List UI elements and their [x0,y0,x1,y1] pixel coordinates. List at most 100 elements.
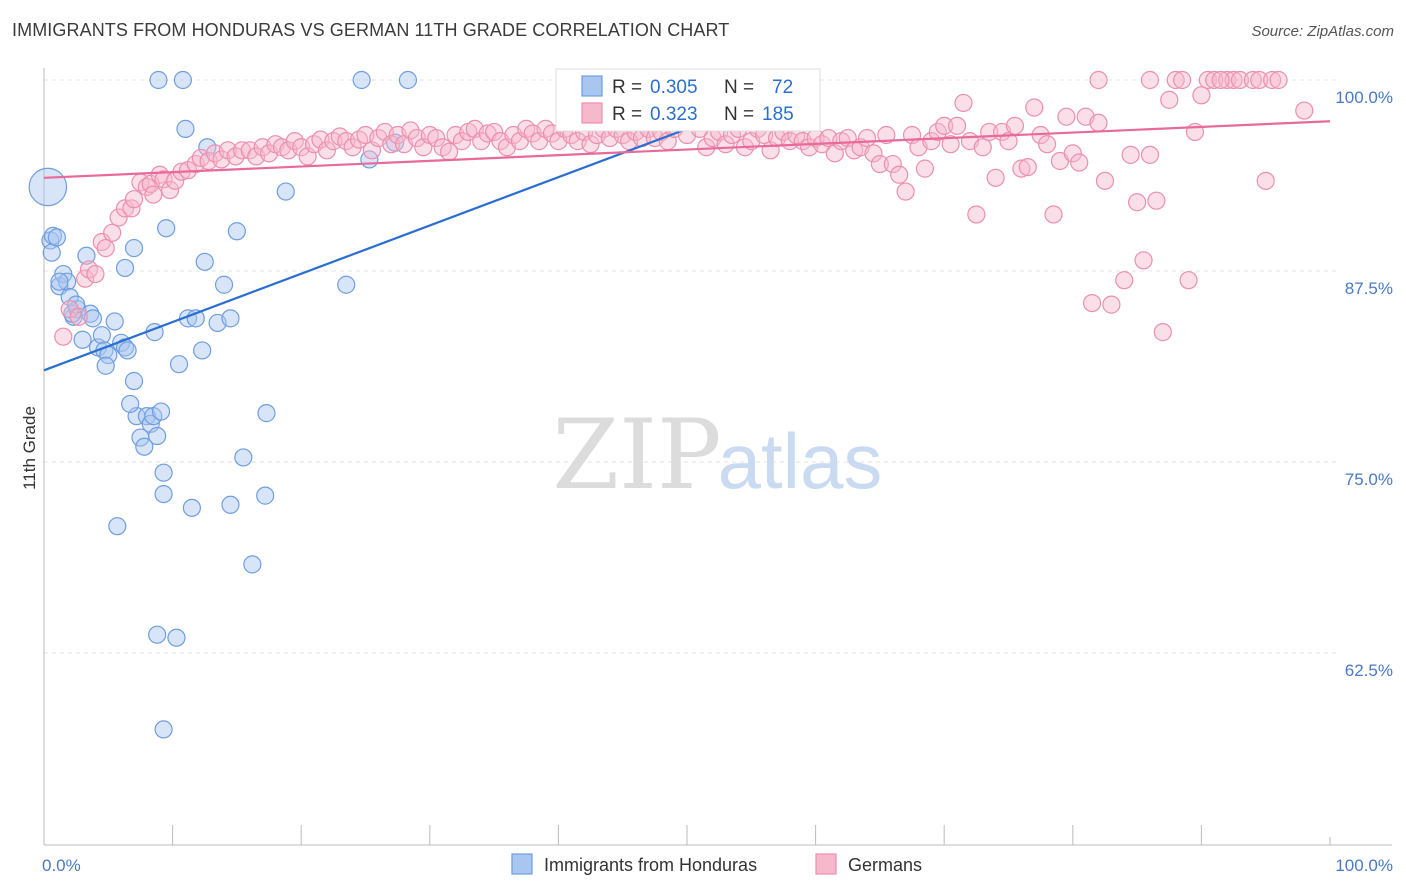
germans-point-139 [947,116,967,135]
germans-point-158 [1070,153,1089,172]
germans-point-160 [1082,293,1102,313]
germans-point-178 [1205,70,1224,90]
germans-point-180 [1224,70,1243,90]
germans-point-12 [124,190,144,209]
germans-point-176 [1192,86,1211,105]
germans-point-187 [1295,101,1314,120]
germans-point-167 [1134,251,1153,270]
germans-point-147 [999,132,1018,151]
y-tick-label-2: 75.0% [1345,470,1393,489]
germans-point-64 [452,132,472,151]
germans-point-179 [1218,70,1237,90]
germans-point-148 [1005,116,1025,135]
germans-point-60 [427,128,446,148]
germans-point-171 [1160,90,1179,109]
legend-n-label-1: N = [724,77,754,98]
honduras-point-39 [193,341,212,360]
germans-point-2 [69,307,88,326]
legend-r-value-2: 0.323 [650,104,698,125]
series-honduras-points [28,70,418,739]
germans-point-164 [1115,271,1134,290]
germans-point-27 [212,150,231,169]
x-tick-label-1: 100.0% [1335,856,1393,875]
legend-bottom-swatch-blue [511,853,533,875]
honduras-point-14 [92,326,111,345]
germans-point-43 [317,141,337,160]
honduras-point-47 [243,555,262,574]
honduras-point-46 [234,448,253,467]
germans-point-128 [877,125,896,145]
honduras-point-55 [173,70,192,90]
honduras-point-3 [42,243,61,262]
germans-point-125 [857,128,877,148]
germans-point-182 [1243,70,1262,90]
watermark-zip: ZIP [552,399,721,511]
honduras-point-22 [124,371,144,391]
honduras-point-70 [73,330,92,349]
grid [44,79,1340,654]
germans-point-140 [954,93,973,113]
honduras-point-59 [50,272,69,291]
germans-point-169 [1147,191,1166,210]
germans-point-188 [1089,70,1108,90]
germans-point-151 [1025,98,1044,117]
x-tick-label-0: 0.0% [42,856,81,875]
germans-point-143 [973,138,992,157]
germans-point-129 [883,154,902,174]
y-axis-label: 11th Grade [20,406,39,490]
honduras-point-29 [148,426,167,446]
germans-point-126 [864,144,883,163]
germans-point-142 [967,205,986,224]
germans-point-8 [103,223,122,242]
legend-n-value-1: 72 [772,77,793,98]
germans-point-131 [896,182,915,201]
honduras-point-49 [257,404,276,423]
source-note: Source: ZipAtlas.com [1251,23,1394,40]
germans-point-154 [1044,205,1063,224]
legend-n-value-2: 185 [762,104,794,125]
germans-point-3 [76,269,95,288]
honduras-point-32 [115,258,135,278]
honduras-point-44 [221,309,240,328]
germans-point-67 [472,132,491,151]
germans-point-47 [343,138,362,157]
honduras-point-21 [118,341,137,360]
honduras-point-50 [276,182,295,201]
germans-point-53 [382,135,401,154]
honduras-point-10 [77,246,96,265]
honduras-point-25 [135,437,154,456]
germans-point-156 [1057,107,1076,126]
honduras-point-66 [167,628,186,647]
germans-point-157 [1063,144,1082,163]
germans-point-69 [485,122,504,142]
honduras-point-62 [182,498,201,517]
germans-point-19 [160,180,180,200]
honduras-point-48 [256,486,275,505]
germans-point-0 [54,327,73,346]
legend-bottom-label-honduras: Immigrants from Honduras [544,855,757,875]
germans-trend-line [43,120,1331,179]
series-germans-points [54,70,1314,346]
germans-point-186 [1269,70,1288,90]
honduras-point-17 [96,356,115,375]
legend-n-label-2: N = [724,104,754,125]
germans-point-170 [1153,323,1172,342]
germans-point-172 [1166,70,1185,90]
germans-point-149 [1012,159,1031,178]
honduras-point-40 [195,252,214,271]
legend-bottom-label-germans: Germans [848,855,922,875]
germans-point-173 [1173,70,1192,90]
honduras-point-30 [151,402,171,421]
legend-r-label-1: R = [612,77,642,98]
honduras-point-37 [176,119,195,138]
honduras-point-61 [154,484,173,504]
germans-point-16 [144,185,163,204]
germans-point-7 [96,238,115,258]
germans-point-168 [1140,145,1160,164]
honduras-point-68 [47,228,66,247]
honduras-point-18 [105,312,124,331]
honduras-point-54 [149,70,168,90]
honduras-point-0 [28,167,68,207]
y-tick-labels: 100.0% 87.5% 75.0% 62.5% [1335,88,1393,680]
